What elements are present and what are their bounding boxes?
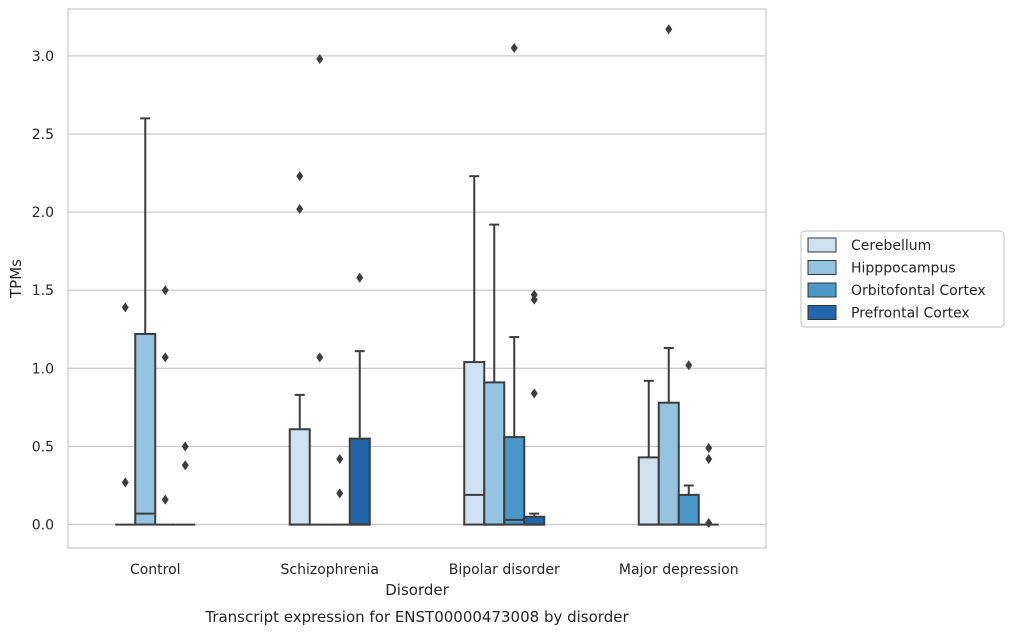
- outlier-point: [316, 53, 324, 64]
- outlier-point: [296, 171, 304, 182]
- box: [523, 515, 546, 526]
- y-tick-labels: 0.0 0.5 1.0 1.5 2.0 2.5 3.0: [32, 49, 54, 534]
- box-group: [698, 443, 719, 529]
- box: [677, 493, 700, 526]
- box: [134, 332, 157, 526]
- outlier-point: [510, 43, 518, 54]
- legend-label: Prefrontal Cortex: [851, 306, 970, 322]
- y-tick-label: 1.5: [32, 283, 54, 299]
- x-tick-labels: Control Schizophrenia Bipolar disorder Majo…: [130, 562, 739, 578]
- y-tick-label: 2.5: [32, 127, 54, 143]
- box-group: [115, 302, 136, 526]
- x-tick-label: Schizophrenia: [281, 562, 379, 578]
- legend-swatch: [807, 305, 837, 320]
- box-group: [175, 441, 196, 526]
- outlier-point: [530, 289, 538, 300]
- outlier-point: [336, 453, 344, 464]
- outlier-point: [685, 360, 693, 371]
- box-group: [523, 289, 546, 526]
- box-group: [637, 379, 660, 526]
- plot-frame: [67, 8, 767, 549]
- box-group: [657, 24, 680, 526]
- outlier-point: [336, 488, 344, 499]
- y-tick-label: 0.5: [32, 439, 54, 455]
- outlier-point: [665, 24, 673, 35]
- y-axis-label: TPMs: [7, 259, 25, 299]
- box-group: [309, 53, 330, 526]
- legend-swatch: [807, 237, 837, 253]
- x-tick-label: Control: [130, 562, 181, 578]
- outlier-point: [705, 518, 713, 529]
- outlier-point: [181, 460, 189, 471]
- outlier-point: [316, 352, 324, 363]
- legend-swatch: [807, 260, 837, 275]
- outlier-point: [161, 352, 169, 363]
- outlier-point: [181, 441, 189, 452]
- outlier-point: [121, 302, 129, 313]
- box-group: [677, 360, 700, 526]
- chart-caption: Transcript expression for ENST0000047300…: [204, 608, 629, 626]
- outlier-point: [161, 494, 169, 505]
- outlier-point: [161, 285, 169, 296]
- box-group: [329, 453, 350, 526]
- box: [637, 456, 660, 526]
- box-group: [155, 285, 176, 526]
- x-tick-label: Major depression: [619, 562, 739, 578]
- outlier-point: [296, 203, 304, 214]
- legend-swatch: [807, 282, 837, 298]
- box-group: [483, 223, 506, 526]
- box-group: [288, 171, 311, 526]
- box: [657, 401, 680, 526]
- y-tick-label: 3.0: [32, 49, 54, 65]
- box: [288, 428, 311, 526]
- x-tick-label: Bipolar disorder: [449, 562, 560, 578]
- legend-box: [800, 230, 1005, 328]
- box: [503, 436, 526, 526]
- legend-label: Hipppocampus: [851, 261, 956, 277]
- box-group: [503, 43, 526, 526]
- box-group: [348, 272, 371, 526]
- outlier-point: [705, 443, 713, 454]
- y-tick-label: 2.0: [32, 205, 54, 221]
- legend-label: Orbitofontal Cortex: [851, 283, 986, 299]
- box-group: [134, 117, 157, 526]
- legend: Cerebellum Hipppocampus Orbitofontal Corte…: [800, 230, 1005, 328]
- box: [348, 437, 371, 526]
- x-axis-label: Disorder: [385, 581, 449, 599]
- y-tick-label: 1.0: [32, 361, 54, 377]
- outlier-point: [705, 453, 713, 464]
- box: [483, 381, 506, 526]
- y-tick-label: 0.0: [32, 518, 54, 534]
- legend-label: Cerebellum: [851, 238, 931, 254]
- outlier-point: [530, 388, 538, 399]
- box-group: [463, 175, 486, 526]
- outlier-point: [356, 272, 364, 283]
- box: [463, 361, 486, 526]
- outlier-point: [121, 477, 129, 488]
- plot-marks: [115, 24, 719, 529]
